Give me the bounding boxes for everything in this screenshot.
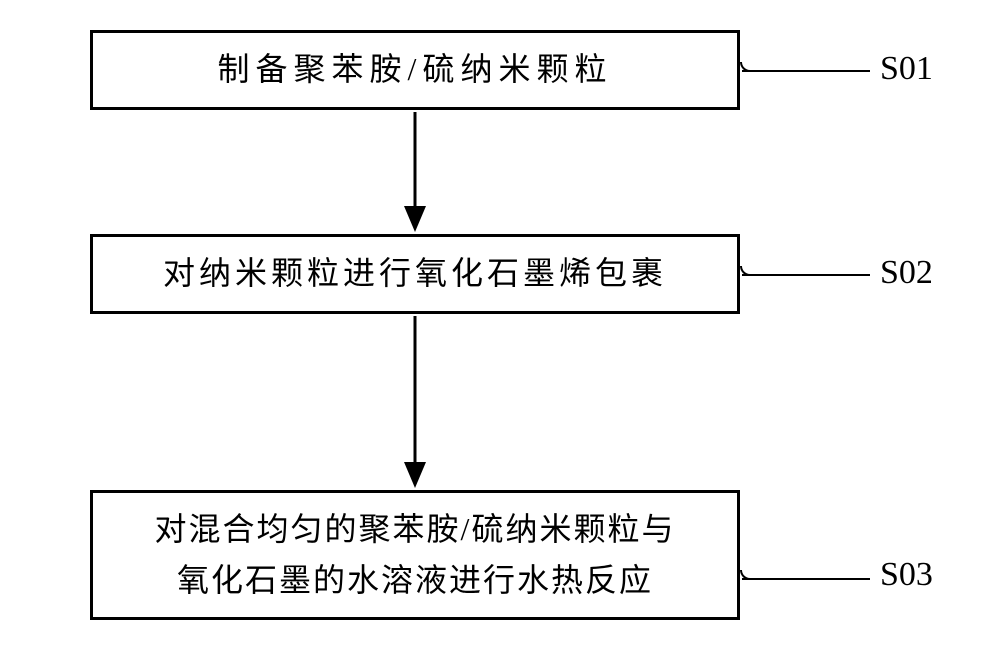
leader-line (742, 578, 870, 580)
arrow-head-icon (404, 206, 426, 232)
arrow-head-icon (404, 462, 426, 488)
leader-line (742, 274, 870, 276)
flow-step-text: 对纳米颗粒进行氧化石墨烯包裹 (163, 248, 667, 299)
step-label: S01 (880, 50, 933, 88)
leader-line (742, 70, 870, 72)
step-label: S03 (880, 556, 933, 594)
flow-step-b2: 对纳米颗粒进行氧化石墨烯包裹 (90, 234, 740, 314)
step-label: S02 (880, 254, 933, 292)
arrow-line (414, 112, 417, 206)
flow-step-b1: 制备聚苯胺/硫纳米颗粒 (90, 30, 740, 110)
flow-step-text: 对混合均匀的聚苯胺/硫纳米颗粒与氧化石墨的水溶液进行水热反应 (155, 504, 676, 606)
flowchart-canvas: 制备聚苯胺/硫纳米颗粒 S01 对纳米颗粒进行氧化石墨烯包裹 S02 对混合均匀的聚苯胺… (0, 0, 1000, 672)
flow-step-text: 制备聚苯胺/硫纳米颗粒 (218, 44, 613, 95)
flow-step-b3: 对混合均匀的聚苯胺/硫纳米颗粒与氧化石墨的水溶液进行水热反应 (90, 490, 740, 620)
arrow-line (414, 316, 417, 462)
